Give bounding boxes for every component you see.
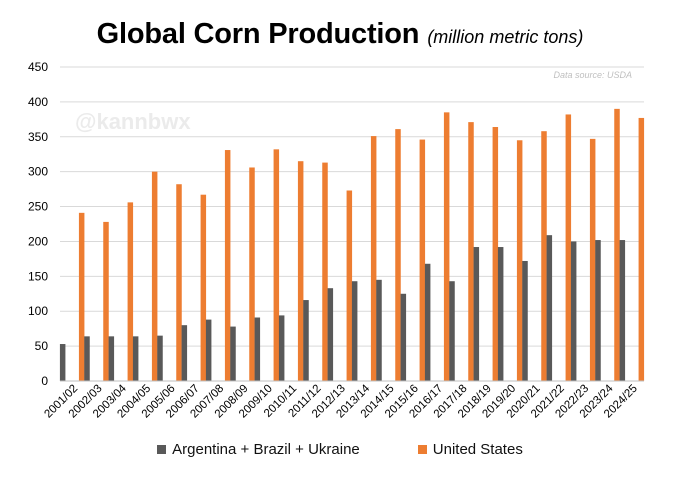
legend: Argentina + Brazil + Ukraine United Stat…	[0, 441, 680, 458]
bar-argentina-brazil-ukraine	[449, 281, 455, 381]
bar-argentina-brazil-ukraine	[424, 263, 431, 381]
bar-argentina-brazil-ukraine	[351, 281, 358, 381]
bar-united-states	[127, 202, 134, 381]
bars	[59, 108, 645, 382]
bar-argentina-brazil-ukraine	[619, 240, 626, 381]
bar-argentina-brazil-ukraine	[570, 241, 577, 381]
bar-united-states	[395, 129, 401, 381]
bar-united-states	[176, 184, 182, 381]
bar-united-states	[297, 161, 304, 381]
bar-united-states	[224, 150, 231, 381]
bar-argentina-brazil-ukraine	[376, 279, 382, 381]
y-tick-label: 300	[28, 165, 48, 179]
bar-united-states	[614, 108, 620, 381]
bar-argentina-brazil-ukraine	[59, 344, 66, 381]
bar-argentina-brazil-ukraine	[546, 235, 553, 381]
bar-argentina-brazil-ukraine	[400, 293, 407, 381]
bar-united-states	[249, 167, 255, 381]
watermark: @kannbwx	[75, 109, 191, 134]
bar-united-states	[370, 136, 377, 381]
legend-label-series1: Argentina + Brazil + Ukraine	[172, 441, 360, 458]
bar-argentina-brazil-ukraine	[254, 317, 261, 381]
bar-united-states	[589, 138, 596, 381]
chart-title-area: Global Corn Production (million metric to…	[0, 18, 680, 51]
y-tick-label: 400	[28, 95, 48, 109]
bar-united-states	[419, 139, 426, 381]
bar-argentina-brazil-ukraine	[497, 247, 504, 381]
y-tick-label: 450	[28, 60, 48, 74]
chart-title: Global Corn Production	[96, 18, 420, 50]
legend-item-series1: Argentina + Brazil + Ukraine	[157, 441, 360, 458]
legend-item-series2: United States	[417, 441, 523, 458]
legend-swatch-series2	[417, 445, 427, 454]
bar-argentina-brazil-ukraine	[157, 335, 163, 381]
bar-argentina-brazil-ukraine	[230, 326, 236, 381]
bar-argentina-brazil-ukraine	[595, 240, 601, 381]
bar-united-states	[151, 171, 158, 381]
bar-united-states	[322, 162, 328, 381]
chart-subtitle: (million metric tons)	[427, 27, 584, 47]
bar-argentina-brazil-ukraine	[84, 336, 90, 381]
bar-united-states	[516, 140, 523, 381]
bar-argentina-brazil-ukraine	[278, 315, 285, 381]
bar-united-states	[638, 117, 645, 381]
legend-label-series2: United States	[432, 441, 523, 458]
bar-united-states	[273, 149, 280, 381]
x-axis-ticks: 2001/022002/032003/042004/052005/062006/…	[42, 382, 640, 420]
y-tick-label: 150	[28, 269, 48, 283]
bar-argentina-brazil-ukraine	[108, 336, 115, 381]
y-tick-label: 50	[35, 339, 49, 353]
bar-argentina-brazil-ukraine	[205, 319, 212, 381]
y-tick-label: 200	[28, 234, 48, 248]
bar-argentina-brazil-ukraine	[132, 336, 139, 381]
y-tick-label: 0	[41, 374, 48, 388]
bar-united-states	[103, 221, 109, 381]
bar-united-states	[78, 212, 85, 381]
bar-united-states	[468, 122, 474, 381]
bar-united-states	[541, 131, 547, 381]
bar-united-states	[443, 112, 450, 381]
bar-united-states	[346, 190, 353, 381]
y-tick-label: 350	[28, 130, 48, 144]
bar-argentina-brazil-ukraine	[303, 300, 309, 381]
y-axis-ticks: 0 50 100 150 200 250 300 350 400 450	[28, 60, 48, 388]
bar-united-states	[492, 127, 499, 382]
bar-united-states	[200, 194, 207, 381]
bar-argentina-brazil-ukraine	[327, 288, 334, 381]
bar-argentina-brazil-ukraine	[473, 247, 480, 381]
source-note: Data source: USDA	[553, 70, 632, 80]
bar-argentina-brazil-ukraine	[181, 325, 188, 381]
bar-united-states	[565, 114, 572, 382]
y-tick-label: 100	[28, 304, 48, 318]
legend-swatch-series1	[157, 445, 167, 454]
bar-argentina-brazil-ukraine	[522, 260, 528, 381]
y-tick-label: 250	[28, 200, 48, 214]
